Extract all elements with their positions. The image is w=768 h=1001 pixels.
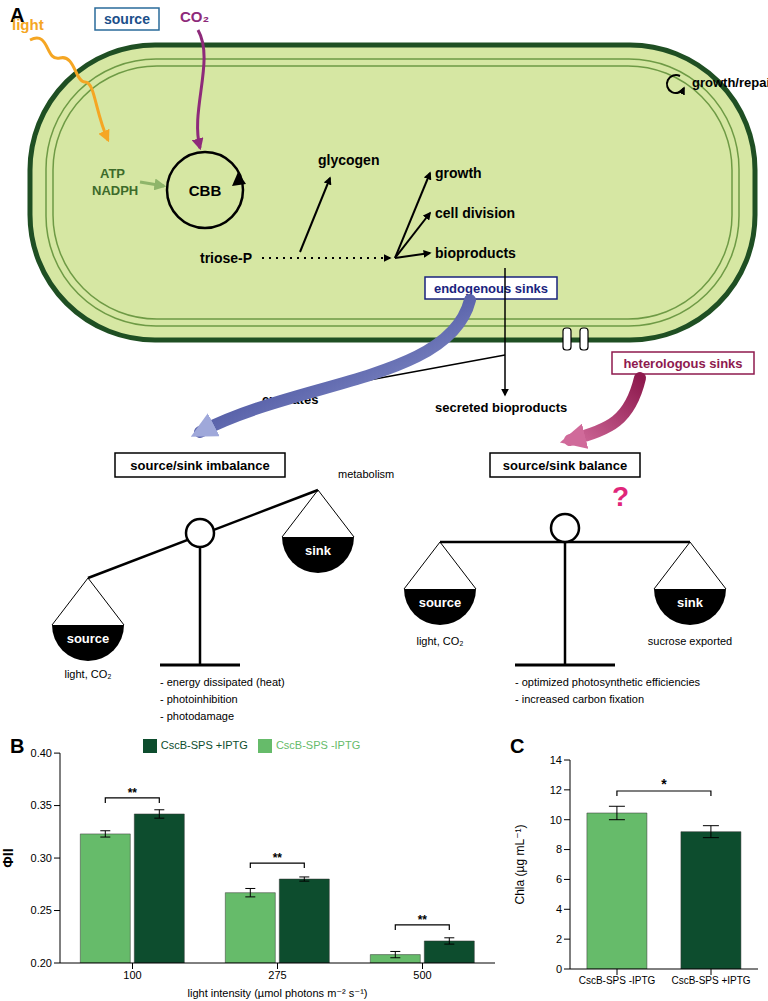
svg-text:light, CO₂: light, CO₂ (416, 635, 463, 647)
svg-text:triose-P: triose-P (200, 250, 252, 266)
html-text:C: C (510, 735, 525, 757)
svg-text:**: ** (418, 913, 428, 927)
svg-text:8: 8 (556, 843, 562, 855)
svg-text:0.35: 0.35 (31, 799, 52, 811)
svg-text:endogenous sinks: endogenous sinks (434, 281, 548, 296)
svg-text:CO₂: CO₂ (180, 8, 209, 25)
svg-text:500: 500 (413, 969, 431, 981)
svg-text:- increased carbon fixation: - increased carbon fixation (515, 693, 644, 705)
svg-text:0: 0 (556, 963, 562, 975)
svg-text:CBB: CBB (189, 182, 222, 199)
svg-text:**: ** (128, 786, 138, 800)
svg-text:10: 10 (550, 814, 562, 826)
svg-text:4: 4 (556, 903, 562, 915)
svg-text:source/sink balance: source/sink balance (503, 458, 627, 473)
svg-text:growth/repair: growth/repair (692, 75, 760, 90)
svg-text:0.20: 0.20 (31, 957, 52, 969)
svg-text:heterologous sinks: heterologous sinks (623, 356, 742, 371)
svg-text:- photodamage: - photodamage (160, 710, 234, 722)
svg-text:Chla (µg mL⁻¹): Chla (µg mL⁻¹) (513, 825, 527, 905)
svg-text:*: * (661, 776, 667, 792)
svg-text:**: ** (273, 851, 283, 865)
svg-text:growth: growth (435, 165, 482, 181)
svg-text:2: 2 (556, 933, 562, 945)
html-text:CscB-SPS +IPTG: CscB-SPS +IPTG (160, 739, 248, 751)
svg-text:source/sink imbalance: source/sink imbalance (130, 458, 269, 473)
svg-text:- photoinhibition: - photoinhibition (160, 693, 238, 705)
svg-text:0.40: 0.40 (31, 747, 52, 759)
svg-text:A: A (10, 4, 25, 26)
svg-text:ΦII: ΦII (8, 848, 16, 867)
svg-text:- optimized photosynthetic eff: - optimized photosynthetic efficiencies (515, 676, 701, 688)
svg-text:glycogen: glycogen (318, 152, 379, 168)
svg-text:?: ? (612, 481, 629, 512)
svg-text:metabolism: metabolism (338, 468, 394, 480)
svg-text:NADPH: NADPH (92, 183, 138, 198)
svg-text:CscB-SPS +IPTG: CscB-SPS +IPTG (671, 975, 750, 986)
svg-text:sink: sink (677, 595, 704, 610)
svg-text:CscB-SPS -IPTG: CscB-SPS -IPTG (579, 975, 656, 986)
svg-text:source: source (104, 11, 150, 27)
svg-text:sucrose exported: sucrose exported (648, 635, 732, 647)
svg-text:light, CO₂: light, CO₂ (64, 668, 111, 680)
svg-text:0.30: 0.30 (31, 852, 52, 864)
svg-text:- energy dissipated (heat): - energy dissipated (heat) (160, 676, 285, 688)
svg-text:6: 6 (556, 873, 562, 885)
html-text:B: B (10, 735, 25, 757)
svg-text:bioproducts: bioproducts (435, 245, 516, 261)
svg-text:light intensity (µmol photons: light intensity (µmol photons m⁻² s⁻¹) (188, 987, 368, 999)
svg-text:source: source (419, 595, 462, 610)
svg-text:12: 12 (550, 784, 562, 796)
svg-text:light: light (12, 16, 44, 33)
svg-text:cell division: cell division (435, 205, 515, 221)
svg-text:0.25: 0.25 (31, 904, 52, 916)
svg-text:ATP: ATP (100, 166, 125, 181)
svg-text:275: 275 (268, 969, 286, 981)
svg-text:source: source (67, 631, 110, 646)
html-text:CscB-SPS -IPTG: CscB-SPS -IPTG (275, 739, 361, 751)
svg-text:14: 14 (550, 754, 562, 766)
svg-text:100: 100 (123, 969, 141, 981)
svg-text:secreted bioproducts: secreted bioproducts (435, 400, 567, 415)
svg-text:sink: sink (305, 543, 332, 558)
